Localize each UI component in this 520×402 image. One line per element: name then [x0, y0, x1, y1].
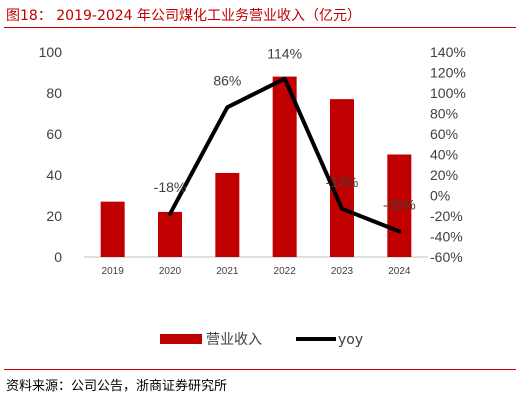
legend-label-yoy: yoy — [338, 332, 363, 348]
right-axis-ticks: -60% -40% -20% 0% 20% 40% 60% 80% 100% 120% 140% — [430, 44, 466, 265]
yoy-label-2022: 114% — [267, 46, 302, 62]
left-tick-label: 40 — [46, 167, 62, 183]
right-tick-label: -60% — [430, 249, 463, 265]
x-tick-label: 2023 — [331, 266, 354, 277]
right-tick-label: 40% — [430, 147, 458, 163]
yoy-label-2021: 86% — [213, 72, 241, 88]
x-tick-label: 2024 — [388, 266, 411, 277]
yoy-label-2023: -13% — [326, 174, 359, 190]
footer-divider — [4, 369, 516, 370]
left-tick-label: 80 — [46, 85, 62, 101]
bar-2020 — [158, 211, 182, 257]
figure-title: 图18： 2019-2024 年公司煤化工业务营业收入（亿元） — [6, 8, 362, 24]
yoy-label-2024: -35% — [383, 196, 416, 212]
title-divider — [4, 27, 516, 28]
right-tick-label: 80% — [430, 106, 458, 122]
right-tick-label: -20% — [430, 208, 463, 224]
legend: 营业收入 yoy — [160, 332, 363, 348]
bar-2022 — [272, 76, 297, 257]
left-axis-ticks: 0 20 40 60 80 100 — [39, 44, 63, 265]
legend-label-revenue: 营业收入 — [206, 332, 262, 348]
right-tick-label: -40% — [430, 229, 463, 245]
bar-2023 — [330, 99, 354, 258]
right-tick-label: 140% — [430, 44, 466, 60]
bar-series — [100, 76, 412, 258]
x-tick-label: 2020 — [159, 266, 182, 277]
x-tick-label: 2019 — [102, 266, 125, 277]
x-tick-label: 2021 — [216, 266, 239, 277]
right-tick-label: 100% — [430, 85, 466, 101]
x-tick-label: 2022 — [274, 266, 297, 277]
right-tick-label: 120% — [430, 65, 466, 81]
left-tick-label: 20 — [46, 208, 62, 224]
bar-2024 — [387, 154, 412, 257]
source-note: 资料来源：公司公告，浙商证券研究所 — [6, 379, 228, 394]
left-tick-label: 60 — [46, 126, 62, 142]
x-axis-ticks: 2019 2020 2021 2022 2023 2024 — [102, 266, 411, 277]
left-tick-label: 0 — [54, 249, 62, 265]
yoy-label-2020: -18% — [154, 179, 187, 195]
bar-2019 — [100, 201, 125, 257]
legend-swatch-revenue — [160, 334, 202, 344]
yoy-line — [168, 76, 402, 234]
left-tick-label: 100 — [39, 44, 63, 60]
right-tick-label: 0% — [430, 188, 450, 204]
bar-2021 — [215, 172, 240, 257]
right-tick-label: 60% — [430, 126, 458, 142]
right-tick-label: 20% — [430, 167, 458, 183]
yoy-data-labels: -18% 86% 114% -13% -35% — [154, 46, 416, 213]
